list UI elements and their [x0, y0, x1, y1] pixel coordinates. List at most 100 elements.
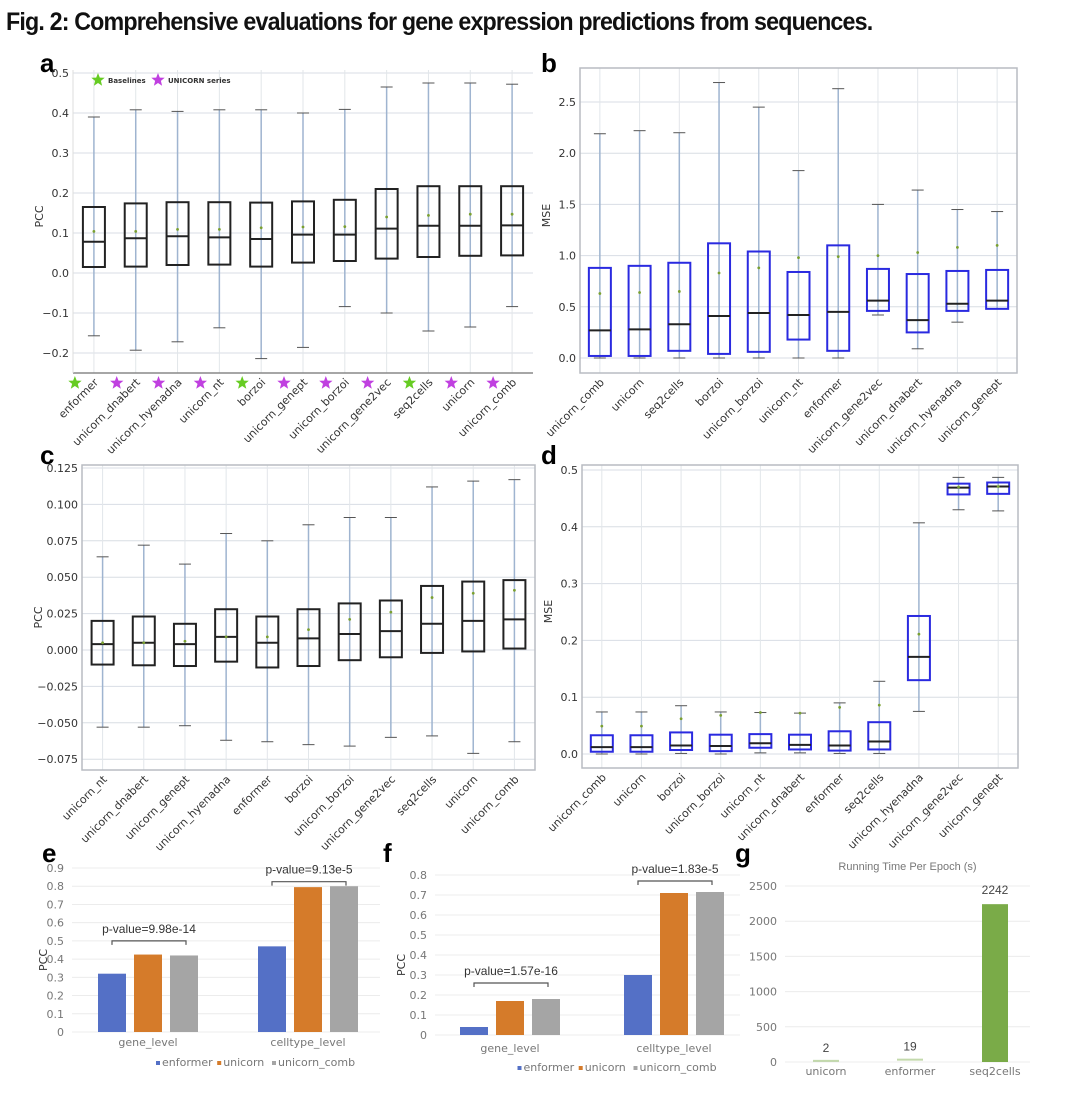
legend-entry: Baselines [108, 77, 146, 85]
mean-marker [513, 588, 516, 592]
box-iqr [420, 584, 445, 654]
star-purple-icon [277, 376, 291, 389]
box-unicorn [461, 480, 486, 754]
x-tick-label: unicorn [439, 376, 477, 414]
y-tick-label: −0.075 [37, 753, 78, 766]
x-tick-label: unicorn_comb [543, 376, 607, 440]
mean-marker [265, 635, 269, 639]
mean-marker [677, 290, 681, 293]
x-tick-label: unicorn [608, 376, 646, 414]
legend-entry: unicorn_comb [278, 1056, 355, 1069]
mean-marker [876, 254, 880, 257]
y-tick-label: 0.2 [410, 989, 428, 1002]
mean-marker [995, 243, 999, 247]
y-tick-label: 0.6 [410, 909, 428, 922]
mean-marker [343, 225, 347, 229]
star-purple-icon [193, 376, 207, 389]
plot-frame [81, 464, 536, 771]
mean-marker [385, 215, 389, 219]
box-iqr [906, 614, 931, 682]
significance-bracket [111, 940, 187, 945]
y-tick-label: 2500 [749, 880, 777, 893]
box-iqr [165, 201, 190, 266]
mean-marker [717, 271, 721, 275]
x-tick-label: unicorn [805, 1065, 846, 1078]
x-tick-label: celltype_level [270, 1036, 345, 1049]
y-tick-label: 0.4 [561, 521, 579, 534]
box-borzoi [296, 524, 321, 746]
box-unicorn [629, 711, 654, 755]
panel-label-e: e [42, 838, 57, 868]
box-iqr [378, 599, 403, 659]
box-iqr [291, 200, 315, 264]
mean-marker [758, 711, 762, 714]
panel-label-f: f [383, 838, 392, 868]
box-iqr [416, 185, 441, 258]
box-iqr [748, 733, 773, 749]
y-tick-label: 500 [756, 1021, 777, 1034]
box-seq2cells [420, 486, 445, 737]
box-unicorn_gene2vec [946, 476, 971, 511]
x-tick-label: unicorn_hyenadna [884, 376, 965, 457]
mean-marker [389, 610, 393, 614]
box-unicorn_nt [207, 109, 232, 329]
x-tick-label: unicorn_gene2vec [314, 376, 394, 456]
bar-unicorn-gene_level [134, 954, 162, 1032]
box-unicorn_gene2vec [374, 86, 399, 314]
mean-marker [719, 713, 723, 717]
y-tick-label: 1.0 [559, 250, 577, 263]
box-iqr [985, 268, 1010, 310]
y-axis-label: MSE [540, 204, 553, 227]
box-iqr [667, 261, 692, 352]
chart-c: 0.125 0.100 0.075 0.050 0.025 0.000 −0.025 −0.0… [32, 462, 536, 854]
y-tick-label: 0.4 [410, 949, 428, 962]
star-purple-icon [319, 376, 333, 389]
box-unicorn_hyenadna [945, 209, 970, 323]
significance-bracket [637, 880, 713, 885]
box-iqr [786, 270, 811, 341]
box-iqr [332, 198, 357, 263]
box-iqr [502, 579, 527, 650]
mean-marker [797, 256, 800, 260]
box-unicorn_genept [291, 112, 315, 348]
x-tick-label: enformer [885, 1065, 936, 1078]
box-unicorn_borzoi [337, 517, 362, 747]
legend-swatch-unicorn [578, 1066, 583, 1070]
star-purple-icon [110, 376, 124, 389]
box-unicorn_hyenadna [214, 533, 239, 741]
box-unicorn_nt [748, 711, 773, 754]
box-iqr [629, 734, 654, 753]
mean-marker [679, 717, 683, 721]
box-unicorn_comb [502, 479, 527, 743]
y-tick-label: 0.6 [47, 917, 65, 930]
chart-a: 0.50.40.30.20.10.0−0.1−0.2PCCenformeruni… [33, 67, 533, 457]
x-tick-label: unicorn_hyenadna [845, 771, 926, 852]
box-unicorn [627, 130, 652, 359]
box-unicorn_gene2vec [865, 203, 890, 316]
bar-unicorn [813, 1059, 839, 1062]
box-seq2cells [416, 82, 441, 332]
x-tick-label: unicorn_hyenadna [104, 376, 185, 457]
box-iqr [587, 266, 612, 357]
mean-marker [471, 591, 475, 595]
x-tick-label: gene_level [118, 1036, 177, 1049]
mean-marker [510, 212, 514, 216]
box-iqr [337, 602, 362, 662]
mean-marker [217, 228, 221, 231]
mean-marker [183, 639, 187, 643]
panel-label-d: d [541, 440, 557, 470]
mean-marker [600, 724, 604, 728]
y-tick-label: 0.5 [410, 929, 428, 942]
mean-marker [877, 703, 881, 707]
mean-marker [224, 635, 228, 639]
x-tick-label: unicorn_gene2vec [318, 773, 398, 853]
legend-swatch-unicorn [217, 1061, 222, 1065]
box-iqr [865, 267, 890, 312]
legend-entry: unicorn [585, 1061, 626, 1074]
y-tick-label: 0.2 [52, 187, 70, 200]
box-iqr [81, 206, 106, 268]
legend-entry: enformer [524, 1061, 575, 1074]
box-iqr [461, 580, 486, 653]
bar-unicorn_comb-gene_level [532, 999, 560, 1035]
